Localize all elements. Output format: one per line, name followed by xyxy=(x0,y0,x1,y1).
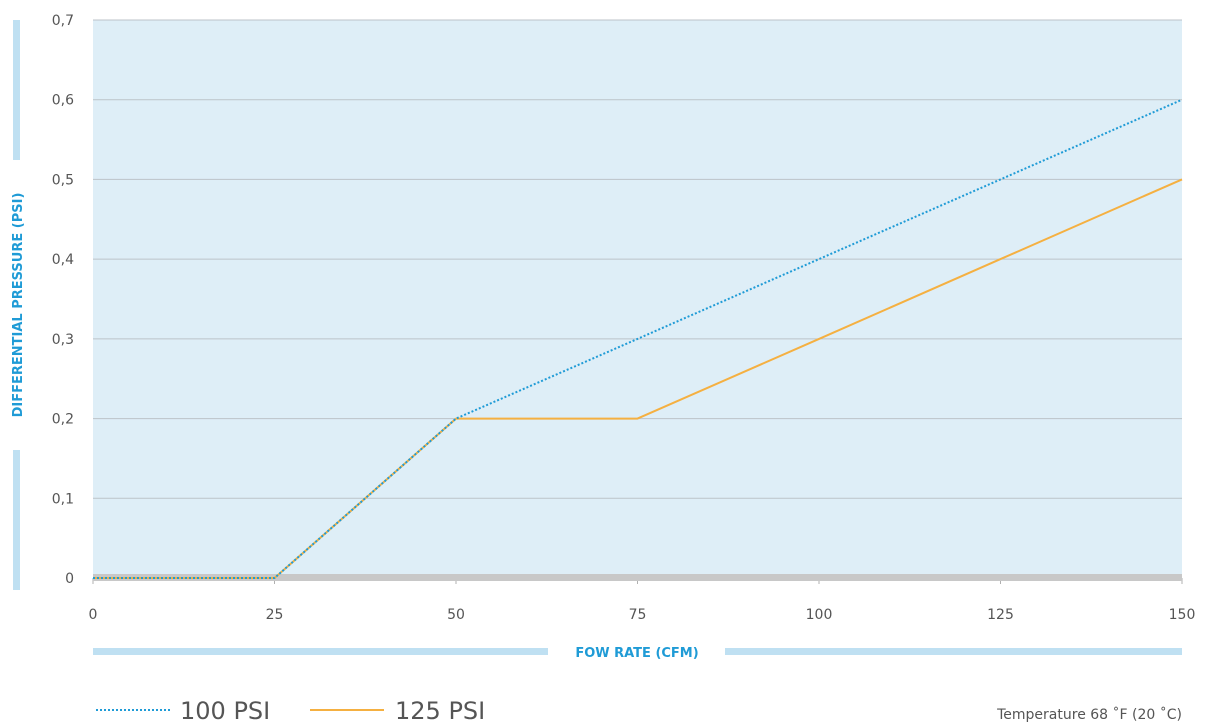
legend-label-100-psi: 100 PSI xyxy=(180,697,270,723)
x-tick-labels: 0 25 50 75 100 125 150 xyxy=(89,607,1196,623)
y-axis-bar-top xyxy=(13,20,20,160)
baseline-bar xyxy=(93,574,1182,581)
x-tick-label: 25 xyxy=(266,607,284,623)
y-tick-label: 0,7 xyxy=(52,13,74,29)
x-tick-label: 0 xyxy=(89,607,98,623)
x-tick-label: 125 xyxy=(987,607,1014,623)
y-axis-bar-bottom xyxy=(13,450,20,590)
x-tick-label: 100 xyxy=(806,607,833,623)
temperature-note: Temperature 68 ˚F (20 ˚C) xyxy=(996,706,1182,723)
legend-label-125-psi: 125 PSI xyxy=(395,697,485,723)
x-axis-title: FOW RATE (CFM) xyxy=(575,646,698,661)
x-axis-bar-left xyxy=(93,648,548,655)
series-lines xyxy=(93,98,1183,579)
x-axis-bar-right xyxy=(725,648,1182,655)
y-axis-title: DIFFERENTIAL PRESSURE (PSI) xyxy=(11,193,26,418)
x-tick-label: 50 xyxy=(447,607,465,623)
plot-area xyxy=(93,20,1182,578)
x-tick-label: 150 xyxy=(1169,607,1196,623)
y-tick-label: 0,6 xyxy=(52,93,74,109)
y-tick-labels: 0 0,1 0,2 0,3 0,4 0,5 0,6 0,7 xyxy=(52,13,74,587)
y-tick-label: 0,4 xyxy=(52,252,74,268)
y-tick-label: 0,5 xyxy=(52,172,74,188)
y-tick-label: 0,3 xyxy=(52,332,74,348)
y-tick-label: 0,1 xyxy=(52,491,74,507)
y-tick-label: 0,2 xyxy=(52,412,74,428)
x-tick-label: 75 xyxy=(629,607,647,623)
y-tick-label: 0 xyxy=(65,571,74,587)
series-line-100-psi xyxy=(93,98,1183,579)
legend: 100 PSI 125 PSI xyxy=(96,697,485,723)
